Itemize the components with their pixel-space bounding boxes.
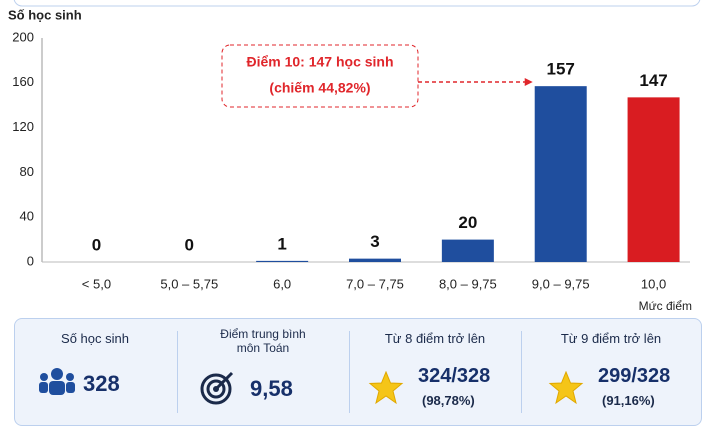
x-tick-label: 5,0 – 5,75 (160, 276, 218, 291)
stat-sub: (98,78%) (422, 393, 475, 408)
x-axis-label: Mức điểm (639, 299, 692, 313)
annotation-text: (chiếm 44,82%) (269, 80, 370, 96)
y-tick-label: 0 (27, 253, 34, 268)
x-tick-label: 6,0 (273, 276, 291, 291)
y-tick-label: 120 (12, 119, 34, 134)
stat-label: Điểm trung bình môn Toán (220, 327, 306, 355)
stat-card: Số học sinh 328 (15, 319, 175, 425)
value-label: 1 (277, 234, 286, 253)
divider (349, 331, 350, 413)
stat-label: Số học sinh (61, 331, 129, 346)
value-label: 0 (185, 235, 194, 254)
bar (627, 97, 680, 262)
value-label: 157 (547, 60, 575, 79)
y-tick-label: 160 (12, 74, 34, 89)
y-axis-label: Số học sinh (8, 7, 82, 22)
x-tick-label: 7,0 – 7,75 (346, 276, 404, 291)
target-icon (200, 371, 234, 405)
y-tick-label: 200 (12, 29, 34, 44)
divider (177, 331, 178, 413)
annotation-text: Điểm 10: 147 học sinh (246, 54, 393, 70)
x-tick-label: 8,0 – 9,75 (439, 276, 497, 291)
x-tick-label: 9,0 – 9,75 (532, 276, 590, 291)
bar (256, 260, 309, 262)
stat-value: 324/328 (418, 365, 491, 387)
bar (349, 258, 401, 262)
stat-label: Từ 8 điểm trở lên (384, 331, 486, 346)
stat-card: Điểm trung bình môn Toán 9,58 (178, 319, 348, 425)
stat-card: Từ 9 điểm trở lên 299/328 (91,16%) (522, 319, 700, 425)
stat-card: Từ 8 điểm trở lên 324/328 (98,78%) (350, 319, 520, 425)
people-icon (39, 368, 75, 395)
x-tick-label: 10,0 (641, 276, 666, 291)
stat-value: 299/328 (598, 365, 671, 387)
bar (534, 86, 587, 262)
value-label: 147 (639, 71, 667, 90)
value-label: 20 (458, 213, 477, 232)
x-tick-label: < 5,0 (82, 276, 111, 291)
arrow-head (524, 78, 533, 86)
star-icon (548, 371, 584, 405)
star-icon (368, 371, 404, 405)
stat-label: Từ 9 điểm trở lên (560, 331, 662, 346)
stats-panel: Số học sinh 328 Điểm trung bình môn Toán… (14, 318, 702, 426)
stat-value: 9,58 (250, 376, 293, 401)
divider (521, 331, 522, 413)
y-tick-label: 80 (20, 164, 34, 179)
annotation-box (221, 44, 419, 108)
y-tick-label: 40 (20, 209, 34, 224)
stat-value: 328 (83, 371, 120, 396)
frame (13, 0, 701, 7)
bar (441, 239, 494, 262)
stat-sub: (91,16%) (602, 393, 655, 408)
value-label: 3 (370, 232, 379, 251)
value-label: 0 (92, 235, 101, 254)
